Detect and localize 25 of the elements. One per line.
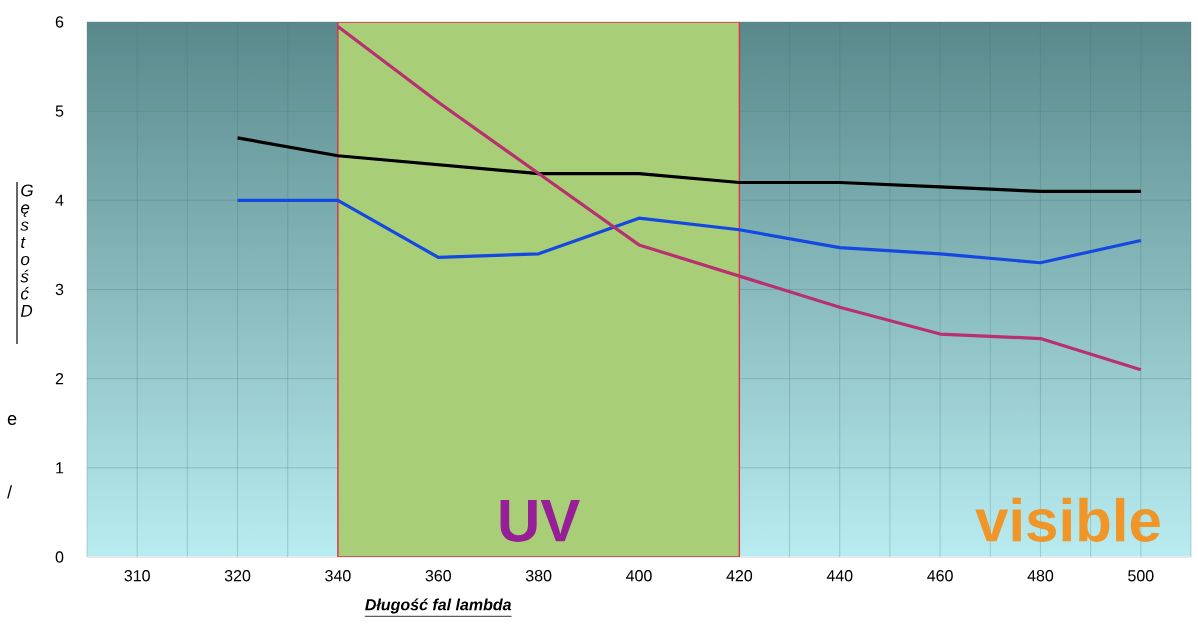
- y-tick-label: 0: [55, 551, 64, 563]
- x-tick-label: 380: [525, 570, 552, 582]
- y-tick-label: 4: [55, 194, 64, 206]
- y-axis-title: Gęstość D: [20, 184, 33, 317]
- y-tick-label: 2: [55, 373, 64, 385]
- y-tick-label: 1: [56, 462, 64, 474]
- y-tick-label: 3: [55, 283, 64, 296]
- x-tick-label: 480: [1027, 570, 1054, 582]
- text: e: [7, 415, 17, 425]
- text: /: [7, 485, 13, 499]
- x-tick-label: 400: [626, 570, 652, 582]
- x-tick-label: 440: [826, 570, 853, 582]
- y-tick-label: 5: [55, 105, 64, 117]
- annotation: visible: [975, 497, 1160, 542]
- x-tick-label: 500: [1128, 570, 1154, 582]
- x-tick-label: 340: [325, 570, 351, 582]
- x-tick-label: 310: [124, 570, 150, 582]
- x-axis-title: Długość fal lambda: [365, 598, 512, 614]
- x-tick-label: 360: [425, 570, 452, 582]
- x-tick-label: 460: [927, 570, 953, 582]
- x-tick-label: 320: [224, 570, 251, 582]
- x-tick-label: 420: [726, 570, 753, 582]
- band-label: UV: [500, 500, 580, 542]
- y-tick-label: 6: [55, 16, 64, 28]
- line-series: [235, 198, 1143, 265]
